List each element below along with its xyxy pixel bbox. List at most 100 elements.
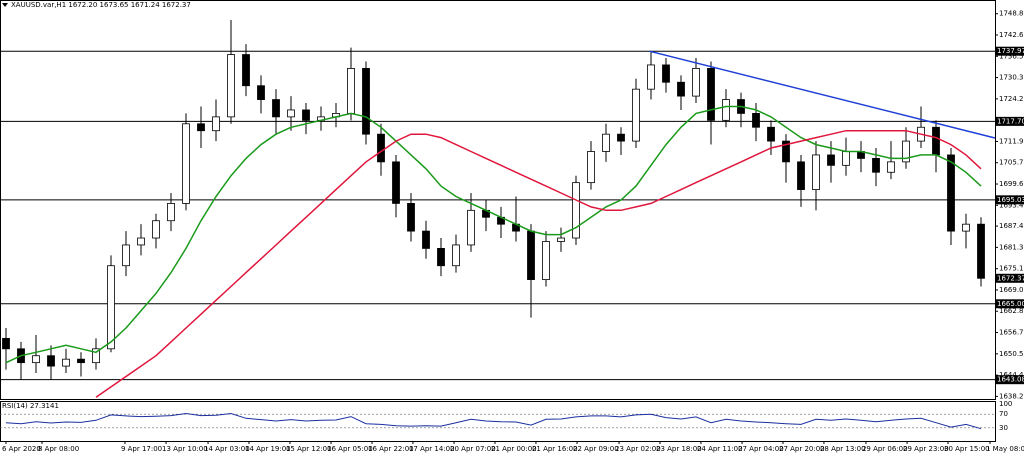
x-tick-label: 9 Apr 17:00 bbox=[121, 445, 162, 453]
y-tick-label: 1675.15 bbox=[999, 265, 1024, 273]
x-tick-label: 13 Apr 10:00 bbox=[162, 445, 208, 453]
x-tick-label: 16 Apr 22:00 bbox=[368, 445, 414, 453]
rsi-tick-label: 30 bbox=[999, 424, 1008, 432]
level-label: 1695.03 bbox=[997, 196, 1024, 204]
y-tick-label: 1705.75 bbox=[999, 159, 1024, 167]
candle-body bbox=[527, 230, 535, 280]
level-tag bbox=[995, 299, 1024, 309]
x-tick-label: 6 Apr 2020 bbox=[2, 445, 41, 453]
candle-body bbox=[467, 209, 475, 246]
candle-body bbox=[947, 154, 955, 232]
candle-body bbox=[557, 237, 565, 242]
x-tick-label: 23 Apr 02:00 bbox=[615, 445, 661, 453]
x-tick-label: 28 Apr 13:00 bbox=[820, 445, 866, 453]
candle-body bbox=[707, 68, 715, 121]
candle-body bbox=[842, 151, 850, 166]
candle-body bbox=[647, 64, 655, 90]
candle-body bbox=[827, 154, 835, 166]
level-tag bbox=[995, 195, 1024, 205]
candle-body bbox=[872, 158, 880, 173]
y-tick-label: 1693.45 bbox=[999, 201, 1024, 209]
candle-body bbox=[602, 133, 610, 152]
y-tick-label: 1669.00 bbox=[999, 286, 1024, 294]
x-tick-label: 30 Apr 15:00 bbox=[944, 445, 990, 453]
candle-body bbox=[137, 237, 145, 246]
y-tick-label: 1638.25 bbox=[999, 392, 1024, 400]
candle-body bbox=[242, 54, 250, 87]
level-label: 1665.00 bbox=[997, 300, 1024, 308]
level-label: 1737.97 bbox=[997, 47, 1024, 55]
candle-body bbox=[407, 203, 415, 232]
candle-body bbox=[32, 355, 40, 364]
price-tag bbox=[995, 273, 1024, 283]
candle-body bbox=[422, 230, 430, 249]
candle-body bbox=[212, 116, 220, 132]
candle-body bbox=[932, 126, 940, 156]
y-tick-label: 1662.85 bbox=[999, 307, 1024, 315]
candle-body bbox=[542, 241, 550, 280]
trendline bbox=[649, 50, 996, 139]
candle-body bbox=[782, 140, 790, 163]
candle-body bbox=[902, 140, 910, 163]
y-tick-label: 1711.90 bbox=[999, 137, 1024, 145]
x-tick-label: 15 Apr 12:00 bbox=[286, 445, 332, 453]
y-tick-label: 1687.45 bbox=[999, 222, 1024, 230]
x-tick-label: 21 Apr 00:00 bbox=[491, 445, 537, 453]
candle-body bbox=[437, 248, 445, 267]
candle-body bbox=[377, 133, 385, 163]
y-tick-label: 1742.65 bbox=[999, 31, 1024, 39]
candle-body bbox=[677, 81, 685, 97]
x-tick-label: 14 Apr 03:00 bbox=[204, 445, 250, 453]
candle-body bbox=[392, 161, 400, 204]
x-tick-label: 14 Apr 19:00 bbox=[245, 445, 291, 453]
y-tick-label: 1699.60 bbox=[999, 180, 1024, 188]
level-tag bbox=[995, 375, 1024, 385]
rsi-tick-label: 100 bbox=[999, 400, 1012, 408]
candle-body bbox=[347, 68, 355, 114]
candle-body bbox=[152, 220, 160, 239]
candle-body bbox=[767, 126, 775, 142]
candle-body bbox=[962, 223, 970, 232]
y-tick-label: 1730.35 bbox=[999, 74, 1024, 82]
y-tick-label: 1650.55 bbox=[999, 350, 1024, 358]
level-tag bbox=[995, 116, 1024, 126]
candle-body bbox=[272, 99, 280, 118]
x-tick-label: 1 May 08:00 bbox=[986, 445, 1024, 453]
candle-body bbox=[257, 85, 265, 100]
y-tick-label: 1656.70 bbox=[999, 329, 1024, 337]
y-tick-label: 1681.30 bbox=[999, 243, 1024, 251]
candle-body bbox=[617, 133, 625, 142]
candle-body bbox=[302, 109, 310, 121]
x-tick-label: 23 Apr 18:00 bbox=[656, 445, 702, 453]
menu-arrow bbox=[2, 3, 8, 7]
rsi-line bbox=[5, 412, 982, 430]
candle-body bbox=[197, 123, 205, 132]
candle-body bbox=[812, 154, 820, 190]
rsi-tick-label: 70 bbox=[999, 410, 1008, 418]
y-tick-label: 1724.20 bbox=[999, 95, 1024, 103]
rsi-label: RSI(14) 27.3141 bbox=[2, 402, 59, 410]
candle-body bbox=[227, 54, 235, 118]
y-tick-label: 1644.40 bbox=[999, 371, 1024, 379]
candle-body bbox=[77, 358, 85, 364]
candle-body bbox=[752, 113, 760, 128]
y-tick-label: 1736.50 bbox=[999, 52, 1024, 60]
x-tick-label: 20 Apr 07:00 bbox=[450, 445, 496, 453]
x-tick-label: 29 Apr 23:00 bbox=[903, 445, 949, 453]
x-tick-label: 24 Apr 11:00 bbox=[697, 445, 743, 453]
candle-body bbox=[362, 68, 370, 135]
candle-body bbox=[47, 355, 55, 367]
x-tick-label: 22 Apr 09:00 bbox=[573, 445, 619, 453]
candle-body bbox=[722, 99, 730, 121]
x-tick-label: 27 Apr 04:00 bbox=[738, 445, 784, 453]
candle-body bbox=[887, 161, 895, 173]
candle-body bbox=[572, 182, 580, 239]
level-label: 1643.08 bbox=[997, 376, 1024, 384]
price-label: 1672.37 bbox=[997, 274, 1024, 282]
x-tick-label: 17 Apr 14:00 bbox=[409, 445, 455, 453]
chart-title: XAUUSD.var,H1 1672.20 1673.65 1671.24 16… bbox=[11, 1, 191, 9]
y-tick-label: 1748.80 bbox=[999, 10, 1024, 18]
candle-body bbox=[977, 223, 985, 279]
x-tick-label: 16 Apr 05:00 bbox=[327, 445, 373, 453]
